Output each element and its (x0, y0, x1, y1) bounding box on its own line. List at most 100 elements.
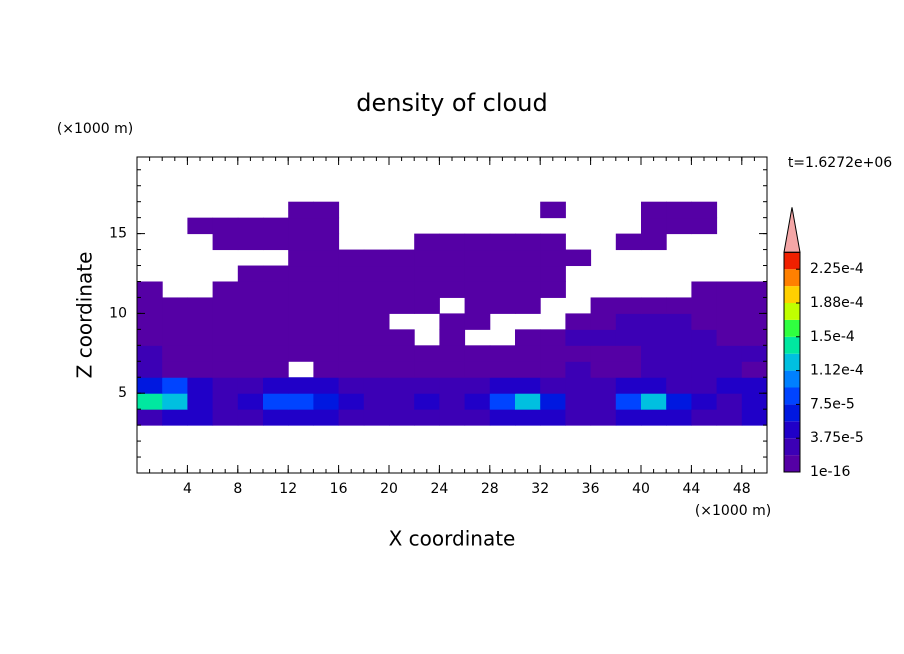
contour-cell (137, 409, 163, 426)
contour-cell (338, 281, 365, 298)
x-tick-label: 24 (430, 481, 448, 497)
contour-cell (137, 313, 163, 330)
contour-cell (363, 409, 390, 426)
contour-cell (414, 281, 440, 298)
x-tick-label: 36 (582, 481, 600, 497)
contour-cell (237, 329, 264, 346)
contour-cell (666, 409, 692, 426)
contour-cell (515, 361, 541, 378)
contour-cell (263, 313, 289, 330)
colorbar-band (784, 404, 800, 422)
colorbar-frame (783, 251, 801, 473)
contour-cell (716, 409, 743, 426)
contour-cell (363, 377, 390, 394)
contour-cell (641, 233, 667, 251)
contour-cell (414, 297, 440, 314)
contour-cell (237, 281, 264, 298)
contour-cell (263, 329, 289, 346)
contour-cell (741, 409, 768, 426)
contour-cell (162, 361, 188, 378)
contour-cell (263, 297, 289, 314)
contour-cell (263, 393, 289, 410)
contour-cell (716, 313, 743, 330)
contour-cell (363, 345, 390, 362)
contour-cell (389, 265, 415, 282)
contour-cell (187, 361, 214, 378)
contour-cell (363, 249, 390, 267)
colorbar-extend (783, 207, 801, 253)
contour-cell (313, 201, 340, 219)
contour-cell (615, 329, 642, 346)
contour-cell (515, 265, 541, 282)
contour-cell (414, 265, 440, 282)
contour-cell (691, 361, 718, 378)
contour-cell (313, 297, 340, 314)
x-tick-label: 16 (330, 481, 348, 497)
chart-title: density of cloud (356, 89, 547, 117)
contour-cell (288, 313, 314, 330)
x-tick-label: 28 (481, 481, 499, 497)
contour-cell (363, 281, 390, 298)
y-tick-label: 10 (109, 305, 127, 321)
x-tick-label: 4 (183, 481, 192, 497)
contour-cell (237, 265, 264, 282)
contour-cell (187, 217, 214, 235)
contour-cell (691, 217, 718, 235)
contour-cell (237, 377, 264, 394)
contour-cell (137, 329, 163, 346)
contour-cell (489, 265, 516, 282)
contour-cell (162, 329, 188, 346)
colorbar-tick-label: 3.75e-5 (810, 430, 864, 446)
contour-cell (439, 393, 466, 410)
contour-cell (338, 393, 365, 410)
contour-cell (313, 361, 340, 378)
contour-cell (691, 345, 718, 362)
contour-cell (716, 393, 743, 410)
contour-cell (666, 377, 692, 394)
contour-cell (237, 393, 264, 410)
contour-cell (288, 265, 314, 282)
colorbar-band (784, 370, 800, 388)
x-tick-label: 8 (233, 481, 242, 497)
contour-cell (615, 345, 642, 362)
contour-cell (464, 249, 491, 267)
contour-cell (313, 345, 340, 362)
contour-cell (590, 329, 617, 346)
contour-cell (615, 409, 642, 426)
contour-cell (162, 393, 188, 410)
contour-cell (540, 281, 566, 298)
contour-cell (464, 345, 491, 362)
contour-cell (137, 377, 163, 394)
contour-cell (313, 377, 340, 394)
contour-cell (590, 377, 617, 394)
contour-cell (540, 361, 566, 378)
contour-cell (313, 393, 340, 410)
contour-cell (540, 233, 566, 251)
contour-cell (439, 345, 466, 362)
contour-cell (515, 377, 541, 394)
contour-cell (414, 233, 440, 251)
contour-cell (338, 345, 365, 362)
contour-cell (615, 393, 642, 410)
contour-cell (666, 297, 692, 314)
contour-cell (288, 297, 314, 314)
colorbar-tick-label: 1e-16 (810, 464, 850, 480)
contour-cell (691, 297, 718, 314)
contour-cell (439, 265, 466, 282)
contour-cell (363, 329, 390, 346)
contour-cell (162, 377, 188, 394)
contour-cell (389, 281, 415, 298)
contour-cell (288, 409, 314, 426)
contour-cell (263, 361, 289, 378)
contour-cell (212, 297, 239, 314)
contour-cell (691, 409, 718, 426)
contour-cell (641, 297, 667, 314)
x-tick-label: 44 (682, 481, 700, 497)
contour-cell (666, 201, 692, 219)
contour-cell (212, 313, 239, 330)
contour-cell (363, 313, 390, 330)
contour-cell (187, 297, 214, 314)
contour-cell (313, 281, 340, 298)
contour-cell (414, 377, 440, 394)
